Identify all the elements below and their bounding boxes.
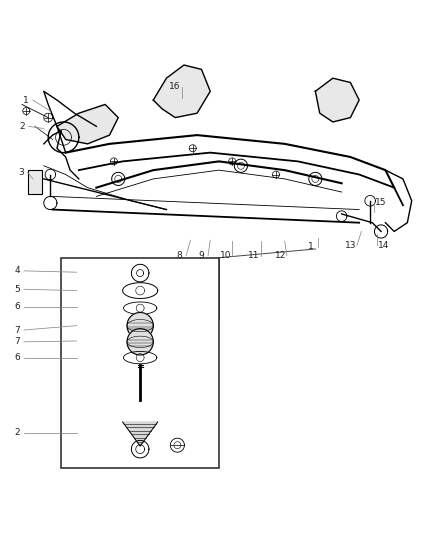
Bar [28,170,42,194]
Text: 13: 13 [345,241,356,250]
Text: 3: 3 [18,168,24,177]
Text: 4: 4 [15,266,20,276]
Text: 7: 7 [14,337,21,346]
Text: 6: 6 [14,302,21,311]
Polygon shape [127,312,153,339]
Text: 10: 10 [220,251,231,260]
Bar [61,258,219,468]
Polygon shape [57,104,118,144]
Polygon shape [153,65,210,118]
Text: 1: 1 [308,243,314,251]
Text: 7: 7 [14,326,21,335]
Text: 2: 2 [15,429,20,438]
Polygon shape [127,329,153,355]
Text: 6: 6 [14,353,21,362]
Polygon shape [315,78,359,122]
Text: 5: 5 [14,285,21,294]
Text: 12: 12 [275,251,286,260]
Text: 14: 14 [378,241,389,250]
Text: 15: 15 [375,198,387,207]
Text: 8: 8 [177,251,183,260]
Polygon shape [123,422,158,446]
Text: 11: 11 [248,251,260,260]
Text: 16: 16 [170,83,181,92]
Text: 1: 1 [23,95,29,104]
Text: 2: 2 [19,122,25,131]
Text: 9: 9 [198,251,205,260]
